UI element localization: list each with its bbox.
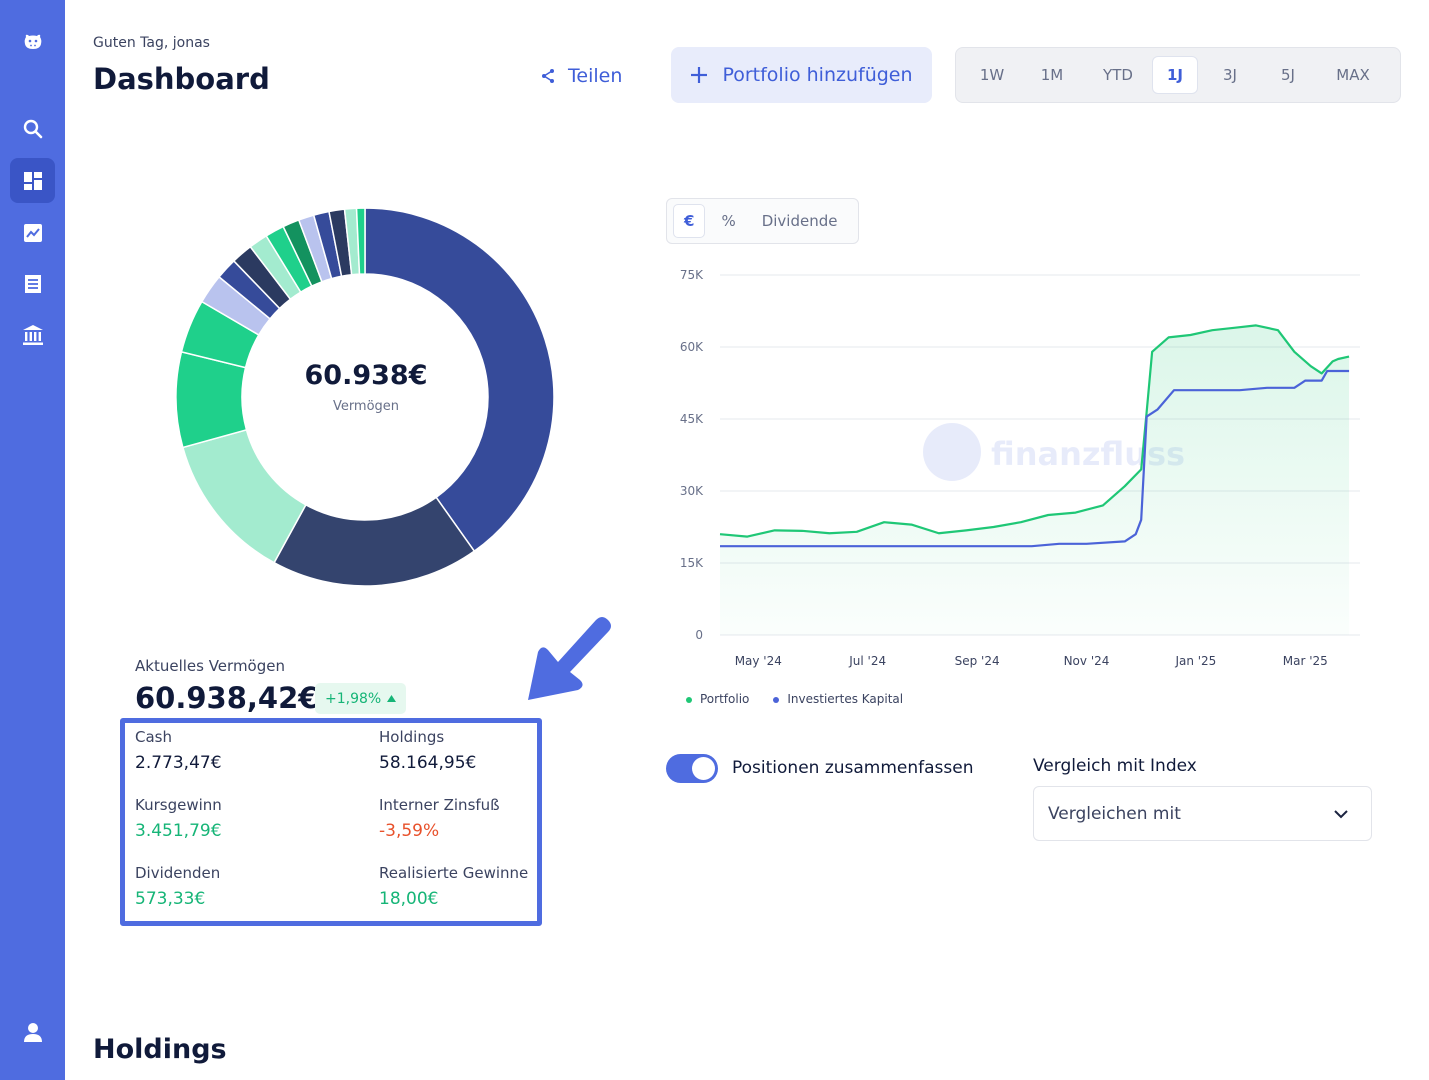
stat-realized-gains: Realisierte Gewinne 18,00€ — [379, 864, 528, 909]
legend-portfolio-label: Portfolio — [700, 692, 750, 706]
legend-invested-capital-label: Investiertes Kapital — [787, 692, 904, 706]
stat-irr-label: Interner Zinsfuß — [379, 796, 500, 814]
allocation-donut-chart — [176, 208, 554, 586]
watermark-logo-icon — [923, 423, 981, 481]
stat-irr: Interner Zinsfuß -3,59% — [379, 796, 500, 841]
chart-mode-option-currency[interactable]: € — [673, 204, 706, 238]
y-tick-label: 0 — [695, 628, 703, 642]
add-portfolio-button[interactable]: Portfolio hinzufügen — [671, 47, 932, 103]
stat-dividends-label: Dividenden — [135, 864, 221, 882]
legend-invested-capital: Investiertes Kapital — [773, 692, 903, 706]
chart-mode-toggle: €% Dividende — [666, 198, 859, 244]
merge-positions-toggle[interactable] — [666, 754, 718, 783]
holdings-section-title: Holdings — [93, 1034, 227, 1065]
x-tick-label: Mar '25 — [1283, 654, 1328, 668]
list-icon[interactable] — [10, 261, 55, 306]
range-option-max[interactable]: MAX — [1336, 66, 1370, 84]
share-icon — [542, 69, 554, 83]
compare-index-placeholder: Vergleichen mit — [1048, 803, 1181, 824]
search-icon[interactable] — [10, 106, 55, 151]
dashboard-icon[interactable] — [10, 158, 55, 203]
up-triangle-icon — [387, 695, 397, 702]
chart-legend: Portfolio Investiertes Kapital — [686, 692, 903, 706]
range-option-5j[interactable]: 5J — [1281, 66, 1295, 84]
y-tick-label: 45K — [680, 412, 704, 426]
compare-index-label: Vergleich mit Index — [1033, 756, 1197, 776]
current-wealth-value: 60.938,42€ — [135, 681, 319, 715]
greeting: Guten Tag, jonas — [93, 35, 210, 51]
add-portfolio-label: Portfolio hinzufügen — [722, 64, 913, 86]
x-tick-label: Jan '25 — [1174, 654, 1216, 668]
chart-mode-option-percent[interactable]: % — [721, 212, 736, 230]
merge-positions-label: Positionen zusammenfassen — [732, 758, 974, 778]
donut-total-value: 60.938€ — [304, 360, 428, 391]
stat-dividends: Dividenden 573,33€ — [135, 864, 220, 909]
y-tick-label: 15K — [680, 556, 704, 570]
donut-slice-4[interactable] — [176, 350, 248, 449]
wealth-change-value: +1,98% — [325, 690, 382, 707]
stat-price-gain-value: 3.451,79€ — [135, 821, 222, 841]
stat-cash-value: 2.773,47€ — [135, 753, 222, 773]
legend-portfolio: Portfolio — [686, 692, 749, 706]
user-icon[interactable] — [10, 1009, 55, 1054]
donut-slice-1[interactable] — [364, 208, 554, 553]
stat-cash: Cash 2.773,47€ — [135, 728, 222, 773]
range-option-1w[interactable]: 1W — [979, 66, 1005, 84]
page-title: Dashboard — [93, 62, 270, 96]
stat-price-gain: Kursgewinn 3.451,79€ — [135, 796, 222, 841]
plus-icon — [691, 67, 708, 83]
stat-holdings-value: 58.164,95€ — [379, 753, 477, 773]
share-button[interactable]: Teilen — [540, 55, 622, 97]
annotation-arrow-icon — [528, 617, 611, 700]
donut-total-label: Vermögen — [332, 399, 400, 414]
y-tick-label: 60K — [680, 340, 704, 354]
chart-mode-option-dividend[interactable]: Dividende — [761, 212, 838, 230]
range-option-1m[interactable]: 1M — [1040, 66, 1064, 84]
x-tick-label: May '24 — [735, 654, 782, 668]
range-option-1j[interactable]: 1J — [1152, 56, 1198, 94]
stat-holdings-label: Holdings — [379, 728, 445, 746]
chart-icon[interactable] — [10, 210, 55, 255]
donut-slice-2[interactable] — [273, 496, 476, 586]
chevron-down-icon — [1334, 809, 1348, 818]
portfolio-area-fill — [720, 325, 1350, 635]
x-tick-label: Nov '24 — [1064, 654, 1110, 668]
stat-realized-gains-label: Realisierte Gewinne — [379, 864, 529, 882]
share-label: Teilen — [568, 65, 623, 87]
time-range-selector: 1W 1M YTD 1J 3J 5J MAX — [955, 47, 1401, 103]
range-option-3j[interactable]: 3J — [1223, 66, 1237, 84]
portfolio-series-line — [719, 324, 1350, 538]
sidebar — [0, 0, 65, 1080]
invested-capital-series-line — [720, 369, 1350, 548]
x-tick-label: Jul '24 — [848, 654, 886, 668]
portfolio-line-chart: 75K 60K 45K 30K 15K 0 May '24 Jul '24 Sep '24 Nov… — [680, 268, 1360, 668]
hippo-logo-icon[interactable] — [10, 20, 55, 65]
stat-holdings: Holdings 58.164,95€ — [379, 728, 476, 773]
x-tick-label: Sep '24 — [955, 654, 1000, 668]
stat-dividends-value: 573,33€ — [135, 889, 206, 909]
y-tick-label: 75K — [680, 268, 704, 282]
stats-highlight-box: Cash 2.773,47€ Holdings 58.164,95€ Kursg… — [120, 718, 542, 926]
donut-center: 60.938€ Vermögen — [256, 360, 476, 414]
stat-cash-label: Cash — [135, 728, 172, 746]
toggle-knob — [692, 757, 715, 780]
stat-realized-gains-value: 18,00€ — [379, 889, 439, 909]
stat-irr-value: -3,59% — [379, 821, 440, 841]
current-wealth-label: Aktuelles Vermögen — [135, 657, 285, 675]
compare-index-select[interactable]: Vergleichen mit — [1033, 786, 1372, 841]
donut-slice-16[interactable] — [355, 208, 366, 275]
y-tick-label: 30K — [680, 484, 704, 498]
bank-icon[interactable] — [10, 312, 55, 357]
wealth-change-badge: +1,98% — [315, 683, 407, 714]
stat-price-gain-label: Kursgewinn — [135, 796, 222, 814]
range-option-ytd[interactable]: YTD — [1103, 66, 1133, 84]
